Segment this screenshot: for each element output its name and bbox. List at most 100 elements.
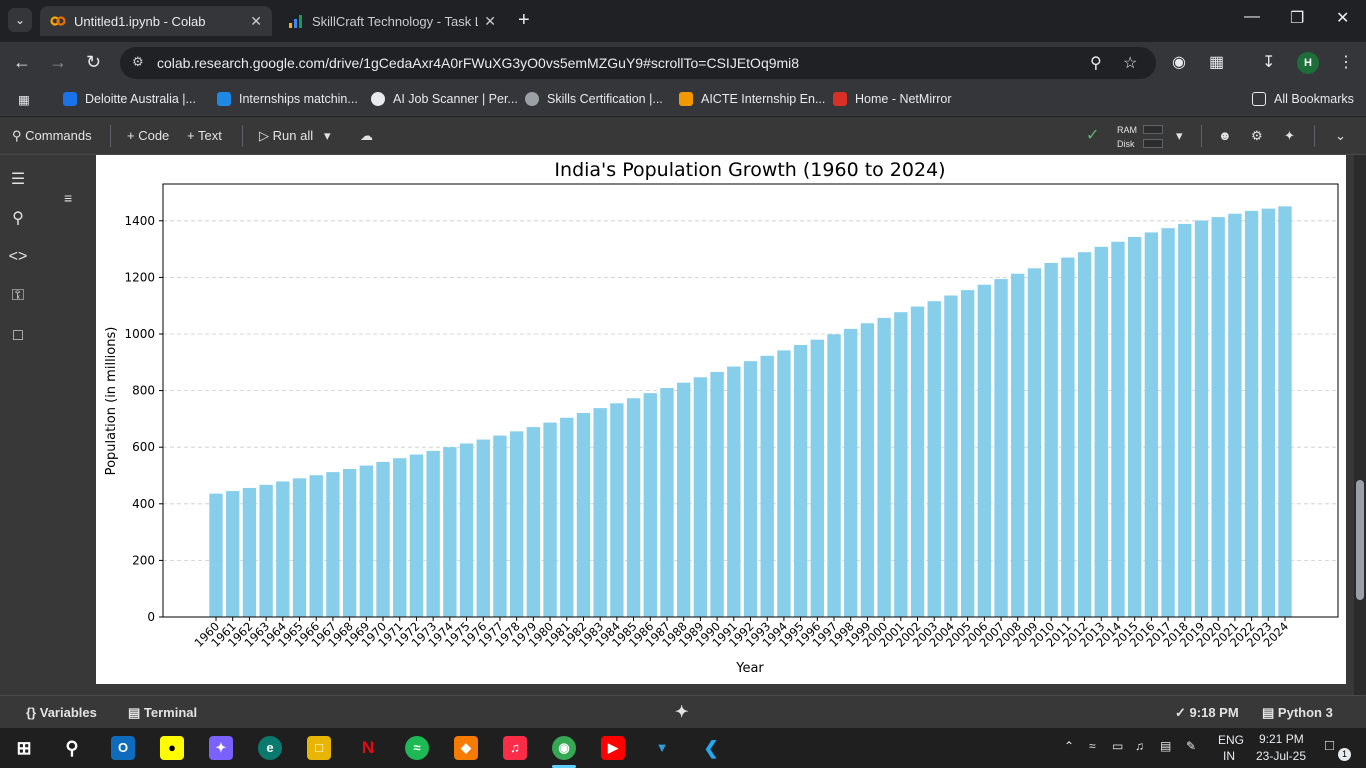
braces-icon: {} [26,705,37,720]
execution-status[interactable]: ✓ 9:18 PM [1175,705,1239,721]
copilot-icon[interactable]: ✦ [209,736,233,760]
chrome-icon[interactable]: ◉ [552,736,576,760]
bookmark-ai-job-scanner[interactable]: AI Job Scanner | Per... [371,92,518,106]
divider [110,125,111,147]
edge-icon[interactable]: e [258,736,282,760]
scrollbar-track[interactable] [1354,155,1366,695]
bookmark-deloitte[interactable]: Deloitte Australia |... [63,92,196,106]
add-text-button[interactable]: + Text [187,128,222,143]
volume-icon[interactable]: ♫ [1135,739,1144,753]
windows-start-icon[interactable]: ⊞ [16,738,32,758]
gemini-sparkle-icon[interactable]: ✦ [1284,128,1295,143]
run-all-button[interactable]: ▷ Run all [259,128,313,144]
url-text[interactable]: colab.research.google.com/drive/1gCedaAx… [157,55,800,71]
bar-1996 [810,339,824,617]
terminal-button[interactable]: ▤ Terminal [128,705,197,721]
outlook-icon[interactable]: O [111,736,135,760]
gemini-sparkle-icon[interactable]: ✦ [675,704,689,721]
bookmarks-bar: ▦ Deloitte Australia |... Internships ma… [0,84,1366,116]
runtime-dropdown-icon[interactable]: ▾ [1176,128,1183,143]
tab-colab[interactable]: Untitled1.ipynb - Colab ✕ [40,6,272,36]
profile-avatar[interactable]: H [1297,52,1319,74]
address-bar[interactable]: ⚙ colab.research.google.com/drive/1gCeda… [120,47,1156,79]
grammarly-icon[interactable]: ◉ [1172,54,1186,71]
clock-time[interactable]: 9:21 PM [1259,732,1304,746]
bar-2016 [1144,232,1159,618]
bar-2008 [1011,273,1025,617]
table-of-contents-icon[interactable]: ☰ [10,171,26,188]
bar-1978 [509,431,524,617]
search-icon[interactable]: ⚲ [65,738,79,758]
cloud-save-icon[interactable]: ☁ [360,128,373,143]
apps-grid-icon[interactable]: ▦ [18,93,30,107]
resources-indicator[interactable]: RAM Disk [1117,123,1137,151]
bar-1982 [576,412,591,617]
language-indicator[interactable]: ENG [1218,733,1244,747]
variables-button[interactable]: {} Variables [26,705,97,720]
bar-1979 [526,427,541,617]
app-icon[interactable]: ▼ [655,740,669,755]
reload-icon[interactable]: ↻ [86,52,102,72]
display-icon[interactable]: ▤ [1160,739,1172,753]
add-code-button[interactable]: + Code [127,128,170,143]
bar-2020 [1211,217,1225,617]
restore-icon[interactable]: ❐ [1290,10,1305,27]
bookmark-aicte[interactable]: AICTE Internship En... [679,92,825,106]
vscode-icon[interactable]: ❮ [703,738,719,758]
bar-2023 [1261,208,1275,617]
file-explorer-icon[interactable]: □ [307,736,331,760]
bar-1993 [760,355,774,617]
bar-1960 [209,493,223,617]
y-tick-label: 200 [132,553,155,567]
tab-skillcraft[interactable]: SkillCraft Technology - Task List ✕ [278,6,506,36]
output-toggle-icon[interactable]: ≡ [64,190,73,206]
close-tab-icon[interactable]: ✕ [484,12,496,29]
close-tab-icon[interactable]: ✕ [250,12,262,29]
scrollbar-thumb[interactable] [1356,480,1364,600]
runtime-type[interactable]: ▤ Python 3 [1262,705,1333,721]
netflix-icon[interactable]: N [361,738,375,757]
bookmark-netmirror[interactable]: Home - NetMirror [833,92,952,106]
bar-1973 [426,450,440,617]
bookmark-skills-cert[interactable]: Skills Certification |... [525,92,663,106]
all-bookmarks[interactable]: All Bookmarks [1252,92,1354,106]
forward-icon[interactable]: → [49,52,67,72]
notification-icon[interactable]: □ [1325,737,1335,754]
zoom-icon[interactable]: ⚲ [1090,55,1102,72]
site-info-icon[interactable]: ⚙ [132,54,144,69]
share-people-icon[interactable]: ☻ [1218,128,1232,143]
commands-button[interactable]: ⚲ Commands [12,128,92,144]
youtube-icon[interactable]: ▶ [601,736,625,760]
clock-date[interactable]: 23-Jul-25 [1256,749,1307,763]
show-hidden-icons[interactable]: ⌃ [1064,739,1075,753]
downloads-icon[interactable]: ↧ [1262,54,1276,71]
new-tab-icon[interactable]: + [518,9,530,31]
window-close-icon[interactable]: ✕ [1336,10,1350,27]
bar-1968 [342,468,357,617]
secrets-key-icon[interactable]: ⚿ [11,287,25,304]
battery-icon[interactable]: ▭ [1112,739,1124,753]
apple-music-icon[interactable]: ♫ [503,736,527,760]
bar-1989 [693,377,708,617]
settings-gear-icon[interactable]: ⚙ [1251,128,1263,143]
pen-icon[interactable]: ✎ [1186,739,1197,753]
snapchat-icon[interactable]: ● [160,736,184,760]
tab-search-icon[interactable]: ⌄ [8,8,32,32]
files-folder-icon[interactable]: □ [13,327,23,344]
extensions-icon[interactable]: ▦ [1209,54,1225,71]
bookmark-internships[interactable]: Internships matchin... [217,92,358,106]
bookmark-star-icon[interactable]: ☆ [1123,55,1138,72]
find-replace-icon[interactable]: ⚲ [12,210,24,227]
app-icon[interactable]: ◆ [454,736,478,760]
wifi-icon[interactable]: ≈ [1089,739,1096,753]
code-snippets-icon[interactable]: <> [8,248,28,265]
run-all-dropdown-icon[interactable]: ▾ [324,128,331,143]
minimize-icon[interactable]: — [1244,8,1260,25]
x-axis-ticks: 1960196119621963196419651966196719681969… [192,617,1291,650]
collapse-chevron-icon[interactable]: ⌄ [1335,128,1346,143]
browser-menu-icon[interactable]: ⋮ [1338,54,1354,71]
spotify-icon[interactable]: ≈ [405,736,429,760]
back-icon[interactable]: ← [13,52,31,72]
divider [1201,125,1202,147]
runtime-label: Python 3 [1277,705,1333,720]
